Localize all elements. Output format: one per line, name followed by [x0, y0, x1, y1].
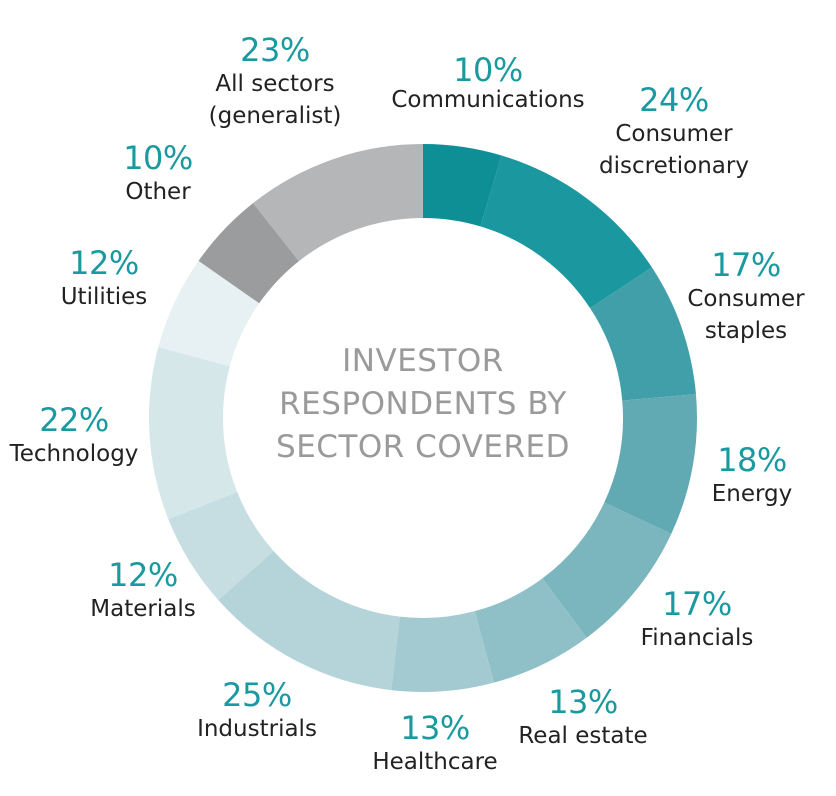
name-industrials: Industrials [197, 716, 317, 742]
slice-technology [149, 347, 238, 520]
label-real-estate: 13% Real estate [518, 684, 647, 752]
label-healthcare: 13% Healthcare [372, 710, 497, 778]
name-utilities: Utilities [60, 284, 148, 310]
name-financials: Financials [640, 625, 754, 651]
slice-healthcare [391, 611, 494, 693]
label-consumer-discretionary: 24% Consumer discretionary [599, 82, 749, 182]
label-other: 10% Other [123, 140, 193, 208]
slice-energy [604, 394, 697, 534]
slice-real-estate [474, 578, 587, 683]
center-title-line-2: RESPONDENTS BY [279, 386, 567, 422]
name-consumer-staples-line-2: staples [704, 318, 788, 344]
slice-all-sectors [253, 144, 423, 262]
percent-consumer-staples: 17% [711, 246, 781, 284]
label-consumer-staples: 17% Consumer staples [687, 247, 804, 347]
name-all-sectors-line-1: All sectors [215, 71, 335, 97]
percent-technology: 22% [39, 401, 109, 439]
name-other: Other [125, 179, 191, 205]
percent-communications: 10% [453, 51, 523, 89]
label-all-sectors: 23% All sectors (generalist) [209, 32, 342, 132]
name-consumer-discretionary-line-1: Consumer [615, 121, 733, 147]
name-healthcare: Healthcare [372, 749, 498, 775]
center-title-line-1: INVESTOR [342, 343, 504, 379]
percent-materials: 12% [108, 556, 178, 594]
name-consumer-staples-line-1: Consumer [687, 286, 805, 312]
name-real-estate: Real estate [518, 723, 648, 749]
percent-consumer-discretionary: 24% [639, 81, 709, 119]
name-materials: Materials [90, 596, 196, 622]
slice-financials [542, 502, 672, 638]
slice-industrials [218, 550, 400, 691]
slice-materials [168, 491, 274, 601]
center-title: INVESTOR RESPONDENTS BY SECTOR COVERED [276, 340, 570, 469]
slice-communications [423, 144, 502, 227]
label-financials: 17% Financials [641, 586, 754, 654]
slice-other [198, 203, 299, 304]
percent-industrials: 25% [222, 676, 292, 714]
percent-healthcare: 13% [400, 709, 470, 747]
name-energy: Energy [711, 481, 793, 507]
slice-consumer-discretionary [480, 155, 652, 309]
percent-utilities: 12% [69, 244, 139, 282]
percent-all-sectors: 23% [240, 31, 310, 69]
slice-consumer-staples [590, 267, 696, 401]
percent-energy: 18% [717, 441, 787, 479]
label-energy: 18% Energy [712, 442, 793, 510]
label-technology: 22% Technology [10, 402, 139, 470]
label-communications: 10% Communications [391, 52, 584, 116]
label-industrials: 25% Industrials [197, 677, 317, 745]
name-technology: Technology [9, 441, 139, 467]
name-all-sectors-line-2: (generalist) [208, 103, 342, 129]
slice-utilities [158, 260, 260, 367]
label-materials: 12% Materials [90, 557, 195, 625]
percent-real-estate: 13% [548, 683, 618, 721]
center-title-line-3: SECTOR COVERED [276, 429, 570, 465]
name-communications: Communications [391, 87, 585, 113]
name-consumer-discretionary-line-2: discretionary [599, 153, 749, 179]
percent-other: 10% [123, 139, 193, 177]
label-utilities: 12% Utilities [61, 245, 148, 313]
percent-financials: 17% [662, 585, 732, 623]
